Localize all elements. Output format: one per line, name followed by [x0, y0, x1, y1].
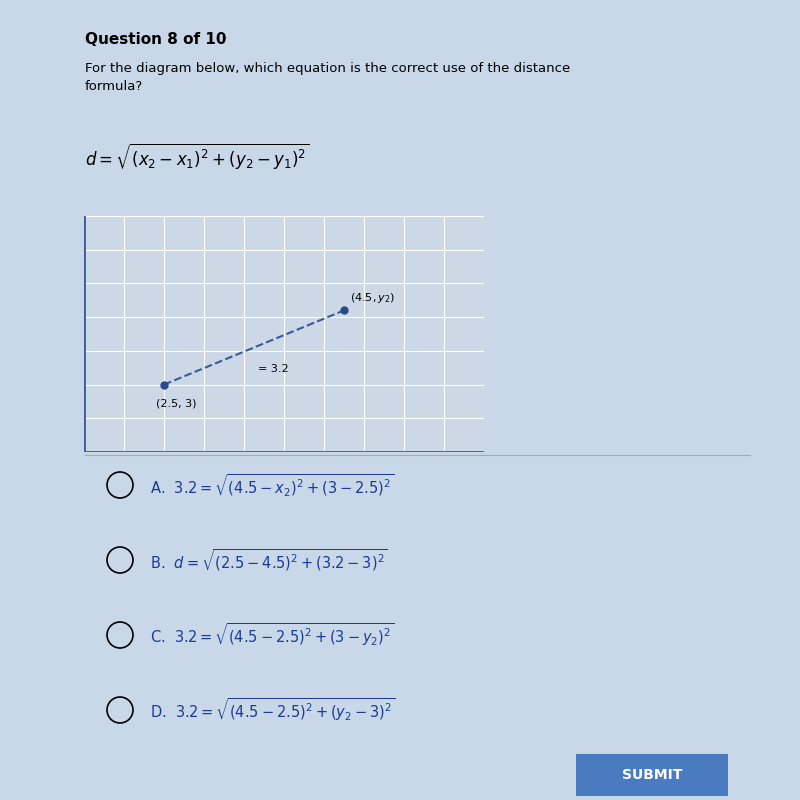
Text: A.  $3.2 = \sqrt{(4.5 - x_2)^2 + (3 - 2.5)^2}$: A. $3.2 = \sqrt{(4.5 - x_2)^2 + (3 - 2.5… [150, 472, 394, 498]
Text: D.  $3.2 = \sqrt{(4.5 - 2.5)^2 + (y_2 - 3)^2}$: D. $3.2 = \sqrt{(4.5 - 2.5)^2 + (y_2 - 3… [150, 697, 395, 723]
Text: Question 8 of 10: Question 8 of 10 [85, 32, 226, 47]
Text: $(4.5, y_2)$: $(4.5, y_2)$ [350, 291, 395, 306]
Text: SUBMIT: SUBMIT [622, 768, 682, 782]
Text: (2.5, 3): (2.5, 3) [156, 398, 197, 408]
Text: = 3.2: = 3.2 [258, 364, 289, 374]
Text: For the diagram below, which equation is the correct use of the distance
formula: For the diagram below, which equation is… [85, 62, 570, 93]
Text: B.  $d = \sqrt{(2.5 - 4.5)^2 + (3.2 - 3)^2}$: B. $d = \sqrt{(2.5 - 4.5)^2 + (3.2 - 3)^… [150, 547, 388, 573]
Text: $d = \sqrt{(x_2 - x_1)^2 + (y_2 - y_1)^2}$: $d = \sqrt{(x_2 - x_1)^2 + (y_2 - y_1)^2… [85, 142, 310, 172]
Text: C.  $3.2 = \sqrt{(4.5 - 2.5)^2 + (3 - y_2)^2}$: C. $3.2 = \sqrt{(4.5 - 2.5)^2 + (3 - y_2… [150, 622, 394, 648]
